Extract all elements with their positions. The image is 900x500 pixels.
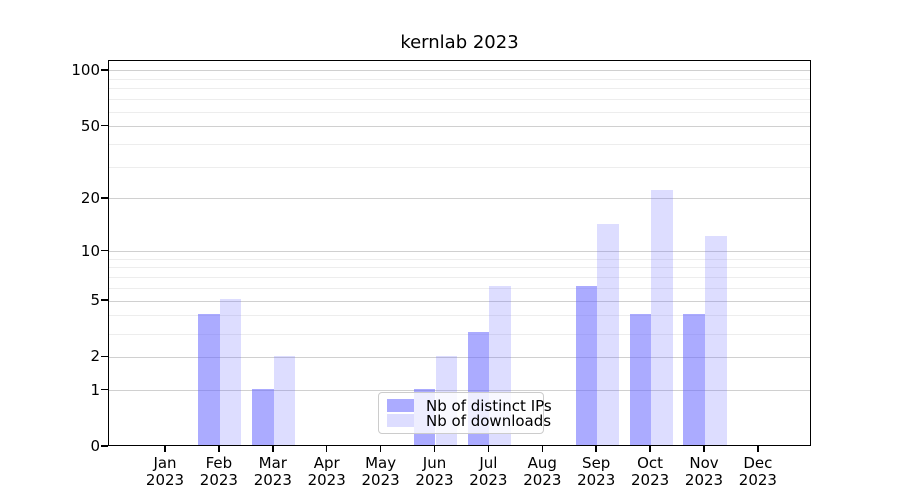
- minor-gridline: [109, 258, 810, 260]
- y-tick-mark: [101, 124, 108, 127]
- major-gridline: [109, 70, 810, 72]
- x-tick-mark: [325, 446, 328, 452]
- x-tick-label-jun: Jun 2023: [415, 454, 454, 489]
- minor-gridline: [109, 166, 810, 168]
- major-gridline: [109, 251, 810, 253]
- minor-gridline: [109, 333, 810, 335]
- x-tick-label-aug: Aug 2023: [523, 454, 562, 489]
- minor-gridline: [109, 315, 810, 317]
- minor-gridline: [109, 99, 810, 101]
- minor-gridline: [109, 111, 810, 113]
- plot-area: [108, 60, 811, 446]
- legend-item-downloads: Nb of downloads: [387, 412, 551, 430]
- y-tick-mark: [101, 197, 108, 199]
- minor-gridline: [109, 143, 810, 145]
- grid-layer: [109, 61, 810, 445]
- bar-distinct-ips-nov: [683, 313, 705, 445]
- x-tick-label-may: May 2023: [361, 454, 400, 489]
- minor-gridline: [109, 287, 810, 289]
- x-tick-label-sep: Sep 2023: [577, 454, 616, 489]
- minor-gridline: [109, 267, 810, 269]
- major-gridline: [109, 356, 810, 358]
- bars-layer: [109, 61, 810, 445]
- y-tick-label: 5: [90, 291, 100, 310]
- x-tick-mark: [649, 446, 651, 452]
- minor-gridline: [109, 277, 810, 279]
- x-tick-mark: [433, 446, 436, 452]
- y-tick-mark: [101, 388, 108, 391]
- legend-label-downloads: Nb of downloads: [426, 411, 552, 430]
- legend-item-distinct-ips: Nb of distinct IPs: [387, 397, 552, 415]
- x-tick-label-jan: Jan 2023: [145, 454, 185, 489]
- x-tick-mark: [164, 446, 166, 452]
- x-tick-mark: [541, 446, 544, 452]
- bar-downloads-feb: [219, 299, 242, 445]
- y-tick-mark: [101, 249, 108, 252]
- legend: Nb of distinct IPs Nb of downloads: [378, 392, 552, 434]
- x-tick-label-feb: Feb 2023: [199, 454, 238, 489]
- x-tick-label-nov: Nov 2023: [684, 454, 724, 489]
- x-tick-mark: [757, 446, 759, 452]
- y-tick-label: 1: [90, 380, 100, 399]
- bar-downloads-nov: [705, 236, 727, 445]
- bar-downloads-oct: [651, 189, 673, 445]
- bar-downloads-sep: [597, 224, 619, 445]
- x-tick-label-apr: Apr 2023: [307, 454, 346, 489]
- y-tick-mark: [101, 355, 108, 358]
- minor-gridline: [109, 88, 810, 90]
- major-gridline: [109, 390, 810, 392]
- y-tick-label: 0: [90, 437, 100, 455]
- x-tick-mark: [218, 446, 220, 452]
- bar-distinct-ips-oct: [629, 313, 652, 445]
- bar-distinct-ips-mar: [252, 388, 274, 445]
- bar-distinct-ips-sep: [575, 286, 598, 445]
- legend-label-distinct-ips: Nb of distinct IPs: [426, 396, 552, 415]
- chart-title: kernlab 2023: [400, 32, 519, 53]
- major-gridline: [109, 126, 810, 128]
- x-tick-mark: [595, 446, 597, 452]
- x-tick-mark: [272, 446, 274, 452]
- major-gridline: [109, 198, 810, 200]
- x-tick-mark: [379, 446, 382, 452]
- x-tick-mark: [703, 446, 705, 452]
- y-tick-label: 100: [71, 60, 100, 79]
- major-gridline: [109, 300, 810, 302]
- y-tick-label: 20: [80, 188, 100, 207]
- x-tick-label-jul: Jul 2023: [469, 454, 508, 489]
- y-tick-label: 50: [80, 116, 100, 135]
- y-tick-label: 10: [80, 241, 100, 260]
- bar-distinct-ips-feb: [198, 313, 220, 445]
- legend-swatch-downloads: [387, 414, 414, 427]
- bar-downloads-mar: [273, 355, 296, 445]
- legend-swatch-distinct-ips: [387, 399, 414, 412]
- x-tick-mark: [487, 446, 490, 452]
- y-tick-label: 2: [90, 347, 100, 366]
- minor-gridline: [109, 78, 810, 80]
- x-tick-label-oct: Oct 2023: [631, 454, 670, 489]
- y-tick-mark: [101, 69, 108, 71]
- x-tick-label-dec: Dec 2023: [738, 454, 777, 489]
- x-tick-label-mar: Mar 2023: [253, 454, 292, 489]
- y-tick-mark: [101, 299, 108, 301]
- y-tick-mark: [101, 445, 108, 447]
